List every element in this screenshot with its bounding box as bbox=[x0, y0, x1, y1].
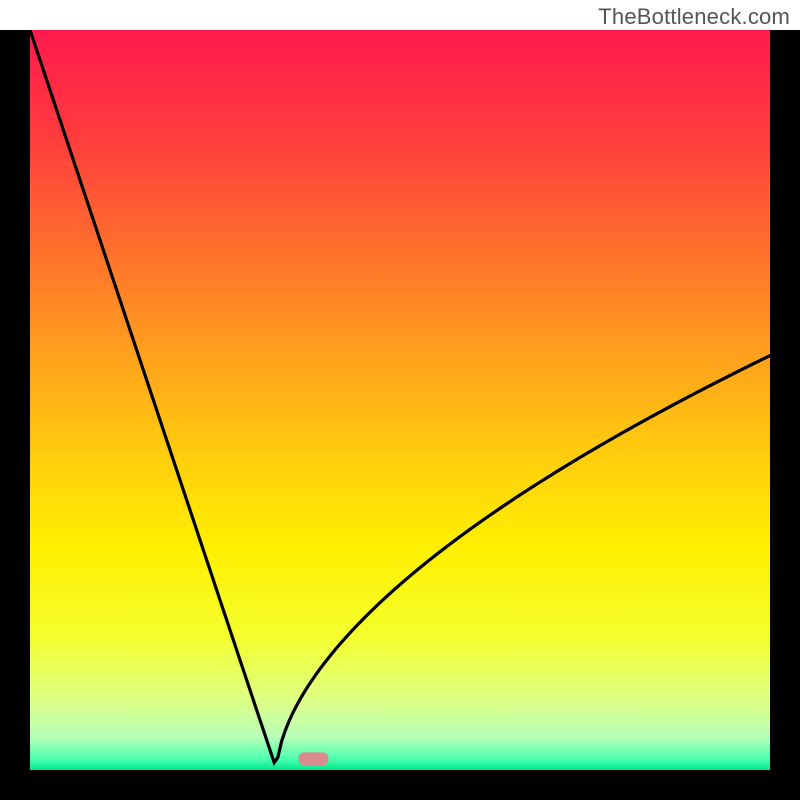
bottleneck-chart-svg bbox=[0, 0, 800, 800]
bottleneck-chart-container: TheBottleneck.com bbox=[0, 0, 800, 800]
watermark-text: TheBottleneck.com bbox=[598, 4, 790, 30]
optimum-marker bbox=[298, 752, 328, 765]
chart-plot-area bbox=[30, 30, 770, 770]
